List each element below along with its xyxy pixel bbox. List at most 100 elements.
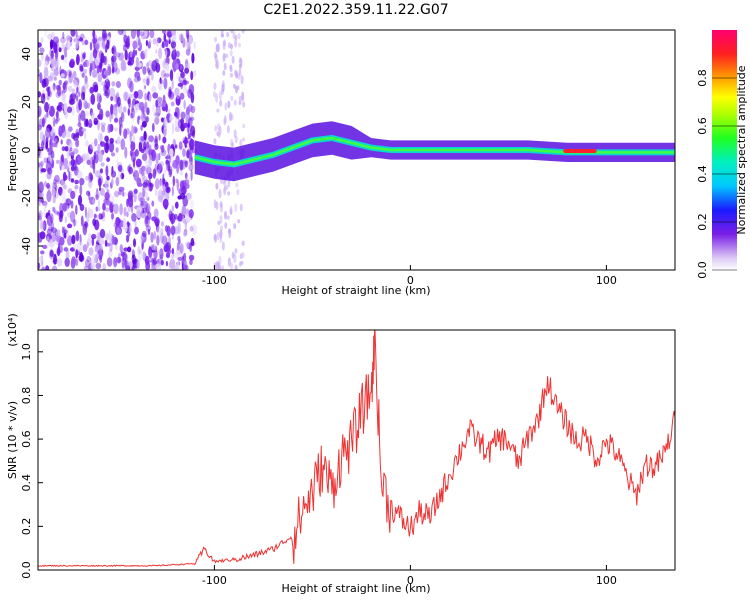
spectrogram-noise-cell [47,86,51,97]
spectrogram-noise-cell [227,181,231,188]
spectrogram-noise-cell [188,152,192,164]
spectrogram-noise-cell [160,232,164,244]
spectrogram-noise-cell [154,143,159,151]
spectrogram-noise-cell [152,168,157,179]
spectrogram-noise-cell [148,172,153,180]
spectrogram-noise-cell [43,67,49,79]
spectrogram-noise-cell [221,265,225,270]
spectrogram-noise-cell [105,233,110,241]
spectrogram-noise-cell [66,163,70,169]
spectrogram-noise-cell [57,229,61,238]
spectrogram-noise-cell [53,253,57,265]
spectrogram-noise-cell [79,251,84,262]
spectrogram-noise-cell [154,116,160,125]
spectrogram-noise-cell [106,157,110,162]
spectrogram-noise-cell [163,168,167,176]
spectrogram-noise-cell [92,30,96,39]
spectrogram-noise-cell [40,50,44,61]
spectrogram-noise-cell [80,91,85,101]
spectrogram-noise-cell [145,225,151,232]
spectrogram-noise-cell [131,213,137,222]
spectrogram-noise-cell [102,38,106,50]
spectrogram-noise-cell [219,214,223,224]
spectrogram-noise-cell [226,125,230,134]
spectrogram-noise-cell [185,30,190,40]
spectrogram-noise-cell [217,133,221,138]
spectrogram-noise-cell [148,135,154,143]
spectrogram-noise-cell [170,41,177,49]
spectrogram-noise-cell [74,179,79,185]
spectrogram-noise-cell [130,112,134,119]
spectrogram-noise-cell [38,212,41,219]
spectrogram-noise-cell [219,203,223,213]
spectrogram-noise-cell [82,153,87,161]
spectrogram-noise-cell [71,132,76,140]
spectrogram-noise-cell [156,37,162,44]
snr-x-tick-label: 100 [596,574,617,587]
spectrogram-noise-cell [216,131,220,137]
spectrogram-noise-cell [48,238,55,248]
spectrogram-noise-cell [98,177,102,188]
spectrogram-noise-cell [133,91,139,99]
spectrogram-noise-cell [178,212,183,222]
spectrogram-noise-cell [58,125,63,137]
snr-x-ticks: -100 0 100 [202,565,617,587]
spectrogram-noise-cell [52,195,56,204]
spectrogram-noise-cell [169,114,173,119]
spectrogram-noise-cell [163,117,168,130]
spectrogram-max-segment [563,149,597,153]
spectrogram-noise-cell [77,122,82,128]
spectrogram-noise-cell [162,235,167,246]
spectrogram-noise-cell [68,150,71,157]
spectrogram-noise-cell [176,163,180,174]
spectrogram-noise-cell [44,60,48,66]
spectrogram-noise-cell [97,199,101,210]
spectrogram-noise-cell [190,169,193,181]
snr-panel: -100 0 100 0.0 0.2 0.4 0.6 0.8 1.0 Height of st… [6,313,676,595]
spectrogram-noise-cell [154,138,158,144]
spectrogram-noise-cell [169,69,174,82]
spectrogram-noise-cell [133,77,140,83]
spectrogram-noise-cell [76,92,79,104]
spectrogram-noise-cell [68,60,75,68]
spectrogram-noise-cell [106,138,109,150]
spectrogram-noise-cell [63,229,68,235]
colorbar-label: Normalized spectral amplitude [735,65,748,234]
spectrogram-y-label: Frequency (Hz) [6,109,19,192]
spectrogram-noise-cell [129,80,134,93]
spectrogram-noise-cell [91,159,96,170]
spectrogram-noise-cell [140,136,145,142]
spectrogram-noise-cell [121,30,127,36]
spectrogram-noise-cell [233,129,237,139]
spectrogram-noise-cell [160,79,163,85]
spectrogram-noise-cell [230,72,233,78]
spectrogram-noise-cell [155,99,159,108]
spectrogram-noise-cell [102,32,108,38]
spectrogram-noise-cell [227,191,231,196]
spectrogram-x-tick-label: -100 [202,274,227,287]
spectrogram-noise-cell [238,95,242,102]
spectrogram-noise-cell [146,141,150,149]
spectrogram-noise-cell [156,37,159,47]
spectrogram-noise-cell [156,169,161,176]
spectrogram-noise-cell [58,102,63,107]
spectrogram-noise-cell [116,227,121,235]
spectrogram-noise-cell [236,85,240,91]
spectrogram-noise-cell [146,107,150,115]
spectrogram-noise-cell [116,256,122,264]
spectrogram-noise-cell [144,160,150,165]
spectrogram-noise-cell [89,141,96,150]
spectrogram-noise-cell [136,177,142,187]
spectrogram-noise-cell [156,225,162,237]
spectrogram-noise-cell [99,254,103,264]
spectrogram-noise-cell [56,258,63,267]
spectrogram-noise-cell [82,223,88,236]
spectrogram-noise-cell [161,144,165,153]
spectrogram-noise-cell [118,189,122,196]
spectrogram-noise-cell [177,222,181,235]
spectrogram-noise-cell [43,206,47,218]
spectrogram-noise-cell [69,147,73,152]
spectrogram-noise-cell [52,116,55,121]
snr-y-tick-label: 1.0 [20,343,33,361]
spectrogram-noise-cell [85,175,89,181]
